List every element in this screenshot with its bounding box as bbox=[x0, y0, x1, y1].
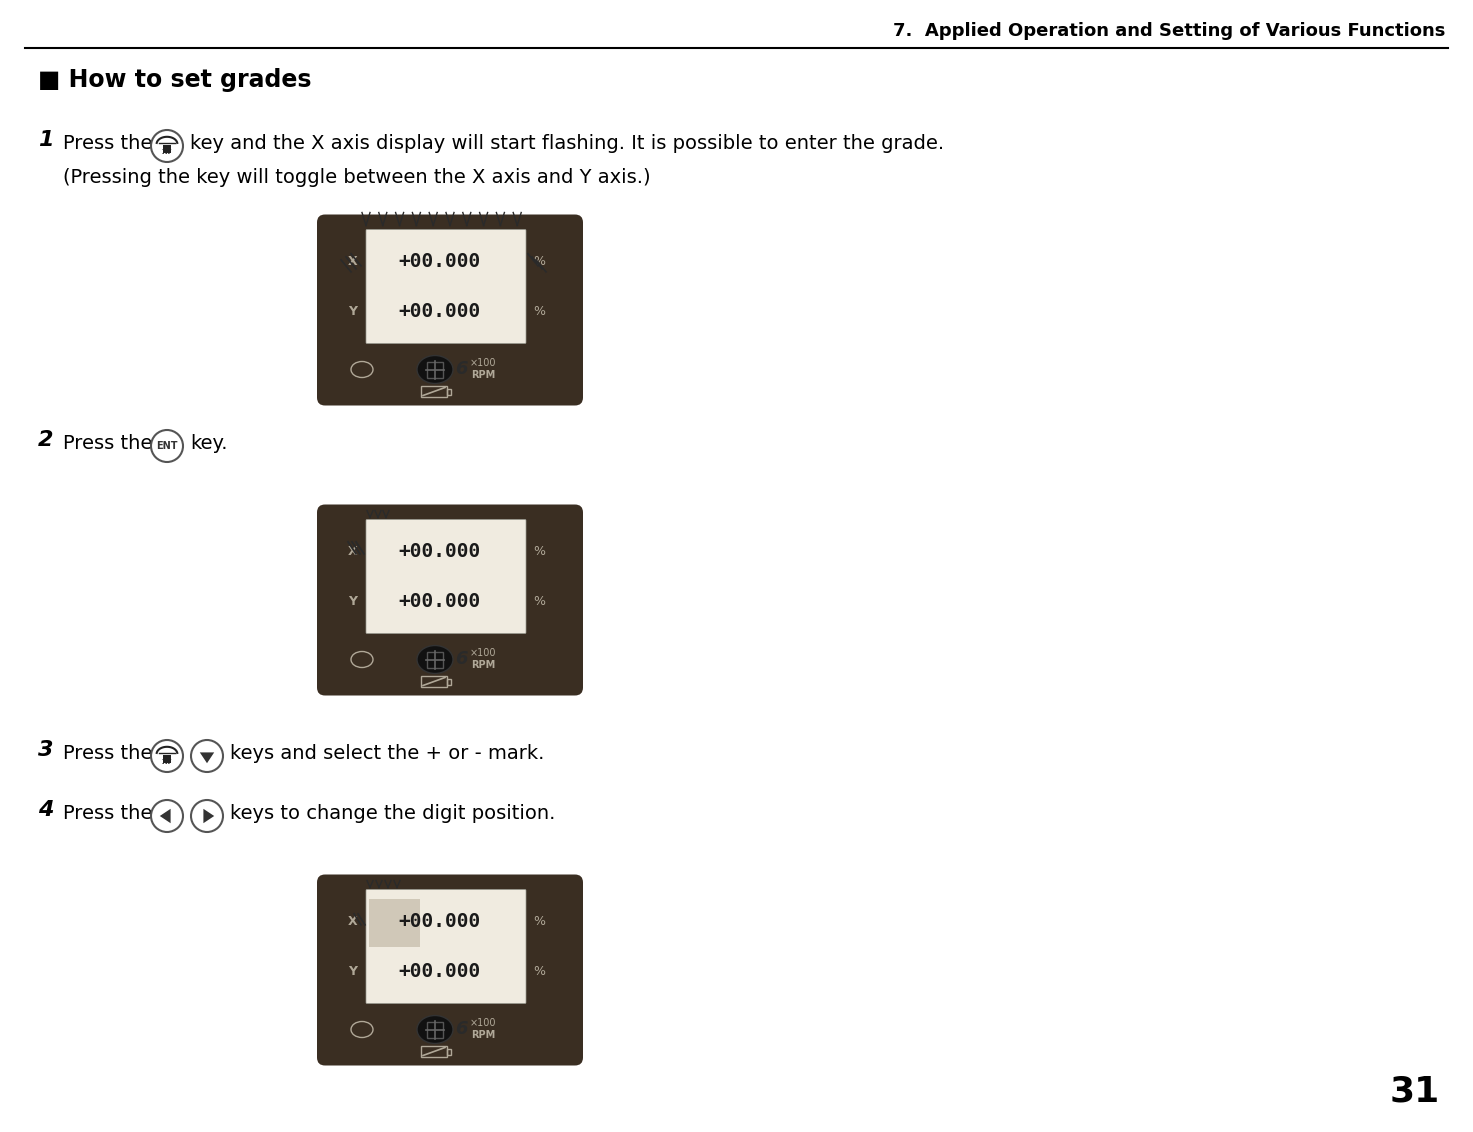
FancyBboxPatch shape bbox=[370, 900, 420, 946]
Text: Y: Y bbox=[349, 594, 358, 608]
Bar bbox=[421, 676, 446, 686]
Text: key and the X axis display will start flashing. It is possible to enter the grad: key and the X axis display will start fl… bbox=[190, 134, 944, 153]
Polygon shape bbox=[159, 808, 171, 823]
Text: ENT: ENT bbox=[156, 441, 178, 451]
Text: 1: 1 bbox=[38, 130, 53, 151]
Text: +00.000: +00.000 bbox=[399, 252, 480, 272]
Text: key.: key. bbox=[190, 434, 227, 453]
Text: %: % bbox=[533, 546, 545, 558]
Text: %: % bbox=[533, 256, 545, 268]
Text: 4: 4 bbox=[38, 800, 53, 820]
Bar bbox=[162, 145, 171, 153]
FancyBboxPatch shape bbox=[317, 505, 583, 695]
Text: 3: 3 bbox=[38, 740, 53, 760]
Text: %: % bbox=[533, 594, 545, 608]
Text: 6: 6 bbox=[455, 651, 467, 669]
Text: XY: XY bbox=[162, 149, 172, 155]
Text: +00.000: +00.000 bbox=[399, 592, 480, 610]
Bar bbox=[446, 678, 451, 685]
Ellipse shape bbox=[417, 645, 454, 674]
Text: 6: 6 bbox=[455, 360, 467, 378]
Circle shape bbox=[152, 430, 183, 462]
Text: +00.000: +00.000 bbox=[399, 962, 480, 980]
Text: Press the: Press the bbox=[63, 134, 152, 153]
Bar bbox=[162, 755, 171, 763]
Polygon shape bbox=[200, 753, 214, 763]
FancyBboxPatch shape bbox=[365, 520, 526, 634]
Text: %: % bbox=[533, 916, 545, 928]
Text: keys to change the digit position.: keys to change the digit position. bbox=[230, 804, 555, 823]
Ellipse shape bbox=[417, 1015, 454, 1044]
Text: X: X bbox=[348, 916, 358, 928]
Polygon shape bbox=[203, 808, 214, 823]
Text: Y: Y bbox=[349, 964, 358, 978]
FancyBboxPatch shape bbox=[317, 875, 583, 1065]
Text: 31: 31 bbox=[1389, 1074, 1441, 1108]
Circle shape bbox=[191, 800, 222, 832]
Text: RPM: RPM bbox=[471, 660, 495, 670]
Circle shape bbox=[152, 800, 183, 832]
Text: ×100: ×100 bbox=[470, 648, 496, 658]
Bar bbox=[446, 388, 451, 394]
Text: +00.000: +00.000 bbox=[399, 301, 480, 320]
Text: X: X bbox=[348, 546, 358, 558]
Text: Press the: Press the bbox=[63, 434, 152, 453]
Bar bbox=[446, 1048, 451, 1055]
Circle shape bbox=[191, 740, 222, 772]
FancyBboxPatch shape bbox=[317, 214, 583, 405]
Text: Press the: Press the bbox=[63, 744, 152, 763]
Text: 7.  Applied Operation and Setting of Various Functions: 7. Applied Operation and Setting of Vari… bbox=[893, 22, 1445, 40]
Text: ×100: ×100 bbox=[470, 358, 496, 368]
Text: %: % bbox=[533, 305, 545, 318]
FancyBboxPatch shape bbox=[365, 230, 526, 343]
Text: 2: 2 bbox=[38, 430, 53, 451]
Text: RPM: RPM bbox=[471, 1030, 495, 1040]
Text: keys and select the + or - mark.: keys and select the + or - mark. bbox=[230, 744, 545, 763]
Ellipse shape bbox=[417, 355, 454, 384]
Text: Press the: Press the bbox=[63, 804, 152, 823]
Text: ×100: ×100 bbox=[470, 1018, 496, 1028]
Bar bbox=[421, 1046, 446, 1056]
Circle shape bbox=[152, 740, 183, 772]
Text: +00.000: +00.000 bbox=[399, 542, 480, 561]
Text: XY: XY bbox=[162, 758, 172, 765]
Text: Y: Y bbox=[349, 305, 358, 318]
Text: 6: 6 bbox=[455, 1021, 467, 1038]
Text: X: X bbox=[348, 256, 358, 268]
Text: (Pressing the key will toggle between the X axis and Y axis.): (Pressing the key will toggle between th… bbox=[63, 168, 651, 187]
FancyBboxPatch shape bbox=[365, 890, 526, 1003]
Text: RPM: RPM bbox=[471, 370, 495, 380]
Circle shape bbox=[152, 130, 183, 162]
Text: ■ How to set grades: ■ How to set grades bbox=[38, 68, 311, 92]
Bar bbox=[421, 386, 446, 396]
Text: %: % bbox=[533, 964, 545, 978]
Text: +00.000: +00.000 bbox=[399, 912, 480, 932]
